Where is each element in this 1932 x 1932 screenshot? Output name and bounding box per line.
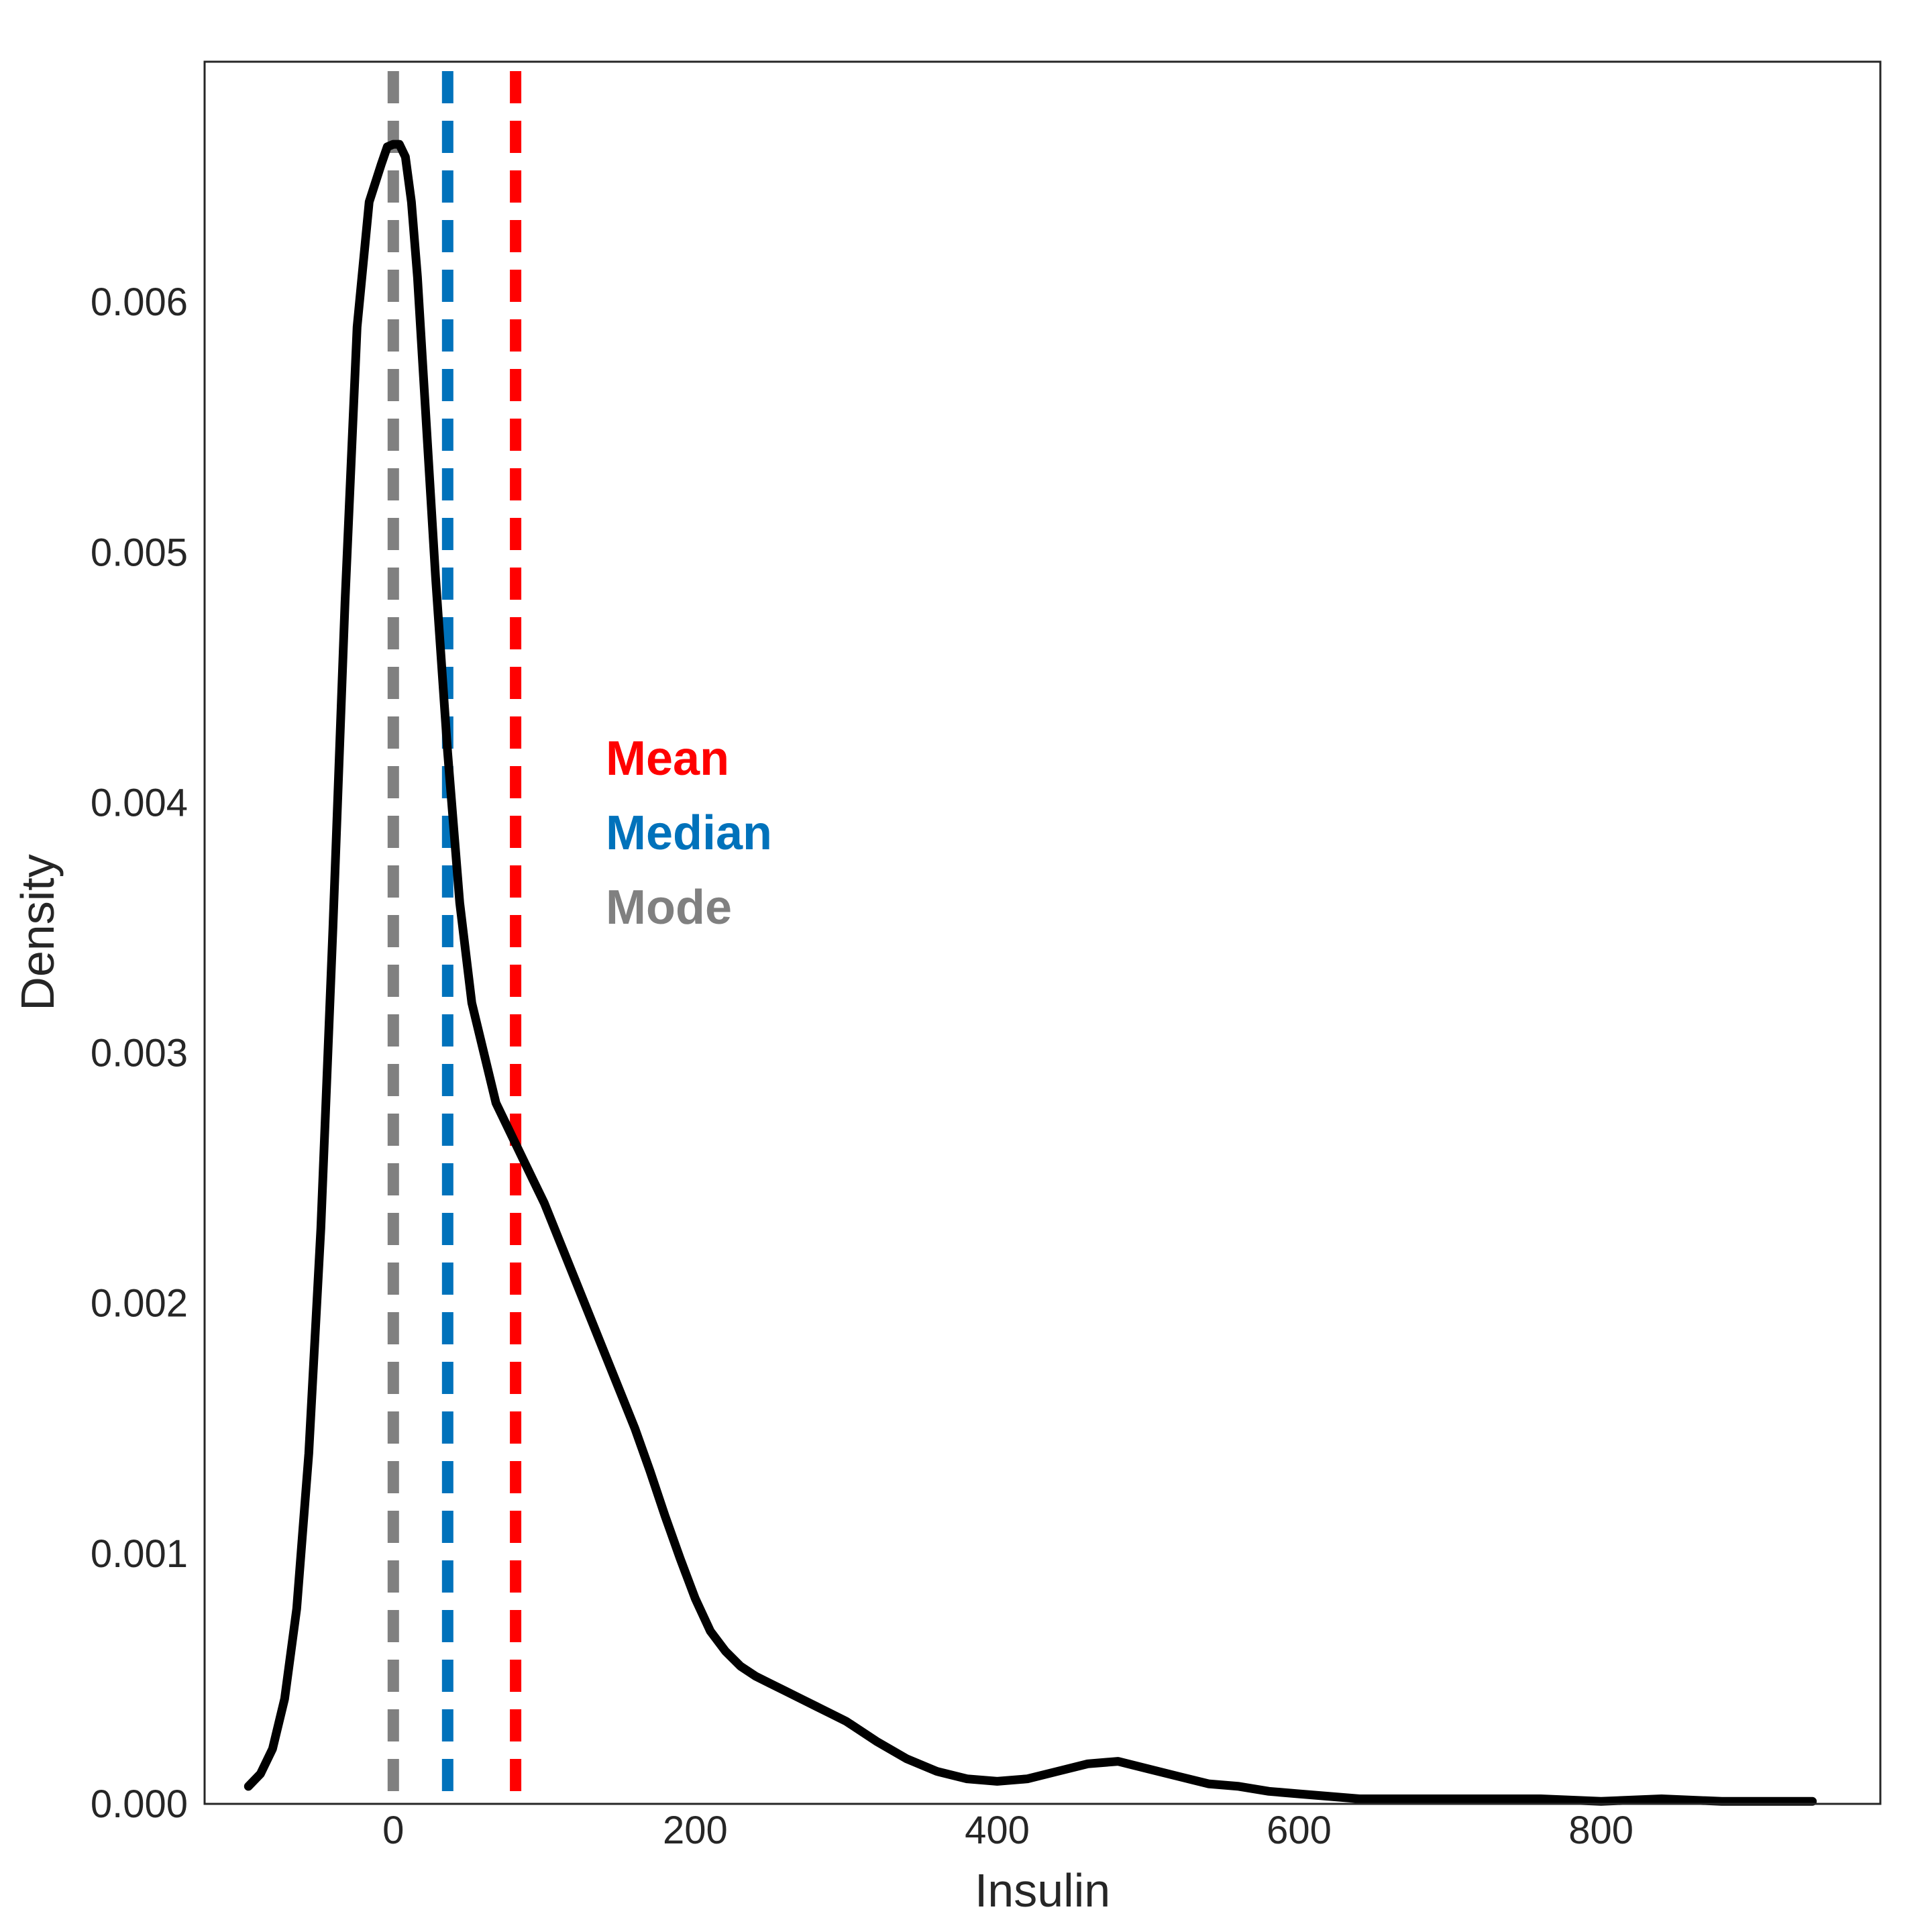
y-tick-label: 0.000 — [91, 1782, 188, 1826]
y-tick-label: 0.004 — [91, 781, 188, 824]
x-tick-label: 600 — [1267, 1809, 1332, 1852]
legend-mean: Mean — [606, 732, 729, 786]
legend: Mean Median Mode — [606, 732, 772, 934]
x-axis-ticks: 0 200 400 600 800 — [382, 1809, 1633, 1852]
legend-median: Median — [606, 806, 772, 860]
y-tick-label: 0.001 — [91, 1532, 188, 1576]
y-axis-ticks: 0.000 0.001 0.002 0.003 0.004 0.005 0.006 — [91, 280, 188, 1826]
legend-mode: Mode — [606, 881, 732, 934]
plot-frame — [203, 60, 1882, 1805]
y-tick-label: 0.003 — [91, 1032, 188, 1075]
y-tick-label: 0.002 — [91, 1282, 188, 1326]
x-tick-label: 800 — [1568, 1809, 1633, 1852]
reference-lines — [387, 71, 522, 1804]
y-axis-title: Density — [11, 854, 64, 1010]
x-tick-label: 400 — [965, 1809, 1030, 1852]
y-tick-label: 0.006 — [91, 280, 188, 324]
y-tick-label: 0.005 — [91, 531, 188, 574]
x-tick-label: 0 — [382, 1809, 404, 1852]
x-axis-title: Insulin — [975, 1864, 1110, 1917]
x-tick-label: 200 — [663, 1809, 728, 1852]
density-curve — [244, 140, 1817, 1806]
